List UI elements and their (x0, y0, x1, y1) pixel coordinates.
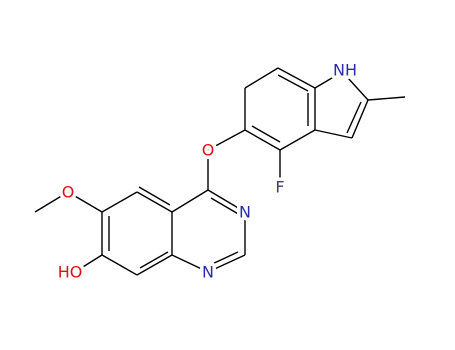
bonds (34, 67, 406, 276)
atom-labels: NH O F N N O HO (54, 57, 360, 285)
atom-label: O (202, 141, 215, 160)
atom-label: HO (58, 263, 83, 282)
atom-label: O (62, 183, 75, 202)
atom-label: F (275, 178, 284, 197)
atom-label: N (202, 263, 214, 282)
atom-label: N (239, 203, 251, 222)
atom-label: NH (333, 61, 357, 80)
